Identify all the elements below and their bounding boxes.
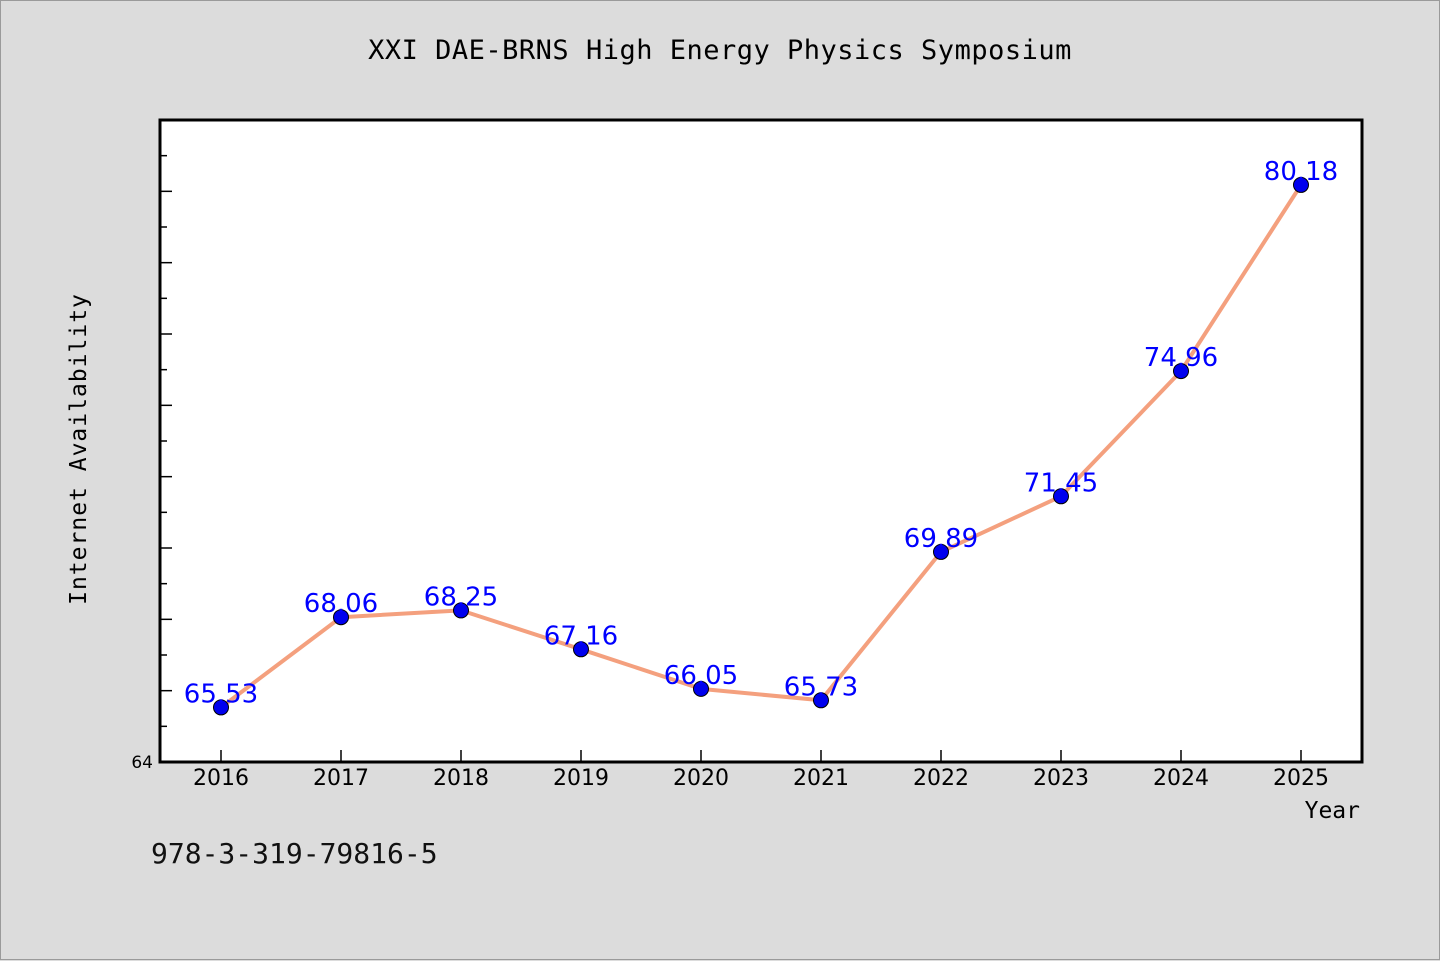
data-labels: 65.53 68.06 68.25 67.16 66.05 65.73 69.89 71.45… bbox=[184, 157, 1338, 710]
x-tick-labels: 2016 2017 2018 2019 2020 2021 2022 2023 2024 2025 bbox=[193, 766, 1329, 791]
x-tick-label: 2021 bbox=[793, 766, 849, 791]
y-axis-ticks bbox=[160, 154, 172, 728]
data-label: 65.53 bbox=[184, 679, 258, 709]
y-tick-label: 64 bbox=[131, 753, 153, 773]
x-tick-label: 2019 bbox=[553, 766, 609, 791]
data-point bbox=[1293, 176, 1309, 193]
x-tick-label: 2020 bbox=[673, 766, 729, 791]
x-axis-ticks bbox=[220, 750, 1302, 762]
x-tick-label: 2022 bbox=[913, 766, 969, 791]
data-point bbox=[1173, 363, 1189, 380]
x-tick-label: 2016 bbox=[193, 766, 249, 791]
x-tick-label: 2024 bbox=[1153, 766, 1209, 791]
data-point bbox=[333, 609, 349, 626]
data-label: 74.96 bbox=[1144, 343, 1218, 373]
data-label: 68.06 bbox=[304, 589, 378, 619]
chart-title: XXI DAE-BRNS High Energy Physics Symposi… bbox=[368, 35, 1072, 66]
data-point bbox=[933, 543, 949, 560]
data-label: 65.73 bbox=[784, 672, 858, 702]
data-label: 69.89 bbox=[904, 524, 978, 554]
data-label: 66.05 bbox=[664, 661, 738, 691]
data-point bbox=[213, 699, 229, 716]
data-point bbox=[1053, 488, 1069, 505]
data-label: 68.25 bbox=[424, 582, 498, 612]
data-point bbox=[813, 692, 829, 709]
data-markers bbox=[213, 176, 1309, 716]
series-line bbox=[219, 183, 1303, 709]
y-axis-title: Internet Availability bbox=[66, 293, 92, 605]
data-point bbox=[693, 680, 709, 697]
data-point bbox=[453, 602, 469, 619]
data-label: 67.16 bbox=[544, 621, 618, 651]
x-tick-label: 2023 bbox=[1033, 766, 1089, 791]
x-tick-label: 2017 bbox=[313, 766, 369, 791]
x-axis-title: Year bbox=[1305, 798, 1360, 824]
isbn-footer: 978-3-319-79816-5 bbox=[151, 837, 438, 870]
plot-area bbox=[158, 118, 1364, 764]
x-tick-label: 2025 bbox=[1273, 766, 1329, 791]
data-point bbox=[573, 641, 589, 658]
data-label: 71.45 bbox=[1024, 468, 1098, 498]
data-label: 80.18 bbox=[1264, 157, 1338, 187]
x-tick-label: 2018 bbox=[433, 766, 489, 791]
